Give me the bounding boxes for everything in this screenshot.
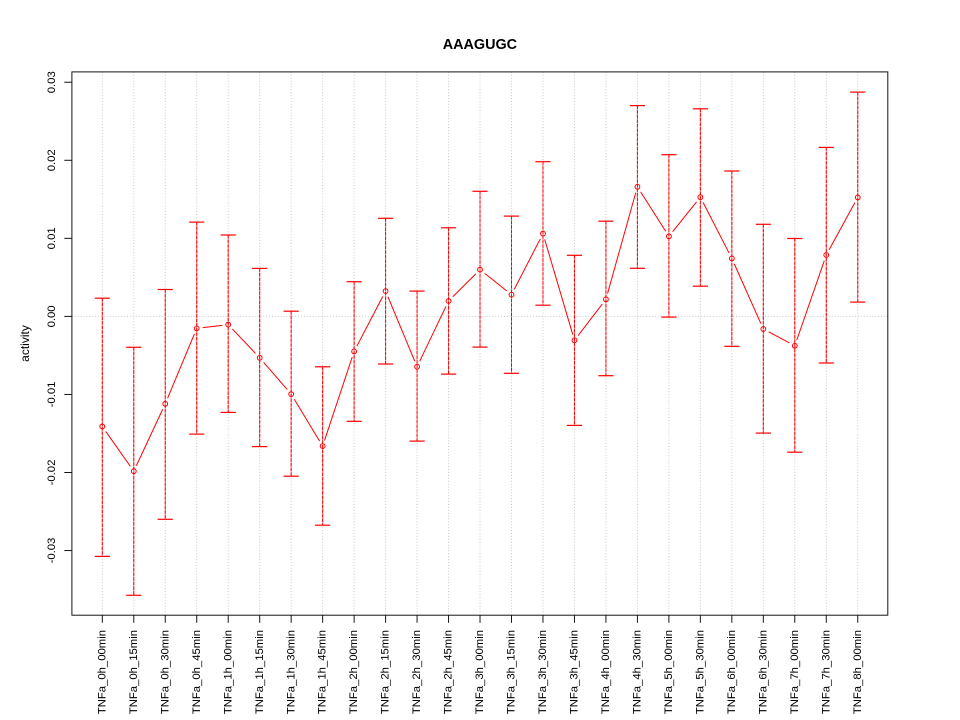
svg-text:TNFa_2h_45min: TNFa_2h_45min	[443, 630, 455, 714]
svg-text:TNFa_2h_30min: TNFa_2h_30min	[411, 630, 423, 714]
svg-text:-0.01: -0.01	[46, 382, 58, 408]
svg-text:TNFa_2h_00min: TNFa_2h_00min	[348, 630, 360, 714]
svg-text:-0.02: -0.02	[46, 460, 58, 486]
svg-text:TNFa_4h_30min: TNFa_4h_30min	[632, 630, 644, 714]
svg-text:TNFa_1h_45min: TNFa_1h_45min	[317, 630, 329, 714]
svg-text:TNFa_4h_00min: TNFa_4h_00min	[600, 630, 612, 714]
svg-text:TNFa_3h_45min: TNFa_3h_45min	[569, 630, 581, 714]
svg-text:TNFa_0h_30min: TNFa_0h_30min	[159, 630, 171, 714]
svg-text:TNFa_3h_15min: TNFa_3h_15min	[506, 630, 518, 714]
svg-text:TNFa_3h_30min: TNFa_3h_30min	[537, 630, 549, 714]
svg-text:0.01: 0.01	[46, 227, 58, 249]
svg-text:TNFa_5h_30min: TNFa_5h_30min	[694, 630, 706, 714]
svg-text:TNFa_2h_15min: TNFa_2h_15min	[380, 630, 392, 714]
svg-text:TNFa_6h_30min: TNFa_6h_30min	[757, 630, 769, 714]
svg-text:activity: activity	[18, 325, 32, 362]
svg-text:TNFa_8h_00min: TNFa_8h_00min	[852, 630, 864, 714]
svg-text:0.02: 0.02	[46, 149, 58, 171]
svg-text:AAAGUGC: AAAGUGC	[443, 37, 517, 53]
svg-text:TNFa_1h_30min: TNFa_1h_30min	[285, 630, 297, 714]
svg-text:-0.03: -0.03	[46, 538, 58, 564]
svg-text:0.00: 0.00	[46, 305, 58, 327]
svg-text:TNFa_7h_30min: TNFa_7h_30min	[820, 630, 832, 714]
svg-text:TNFa_0h_45min: TNFa_0h_45min	[191, 630, 203, 714]
svg-text:TNFa_0h_15min: TNFa_0h_15min	[128, 630, 140, 714]
svg-text:TNFa_3h_00min: TNFa_3h_00min	[474, 630, 486, 714]
svg-text:TNFa_5h_00min: TNFa_5h_00min	[663, 630, 675, 714]
svg-text:TNFa_1h_00min: TNFa_1h_00min	[222, 630, 234, 714]
svg-text:TNFa_7h_00min: TNFa_7h_00min	[789, 630, 801, 714]
svg-text:TNFa_1h_15min: TNFa_1h_15min	[254, 630, 266, 714]
svg-text:TNFa_6h_00min: TNFa_6h_00min	[726, 630, 738, 714]
svg-text:0.03: 0.03	[46, 71, 58, 93]
svg-text:TNFa_0h_00min: TNFa_0h_00min	[96, 630, 108, 714]
